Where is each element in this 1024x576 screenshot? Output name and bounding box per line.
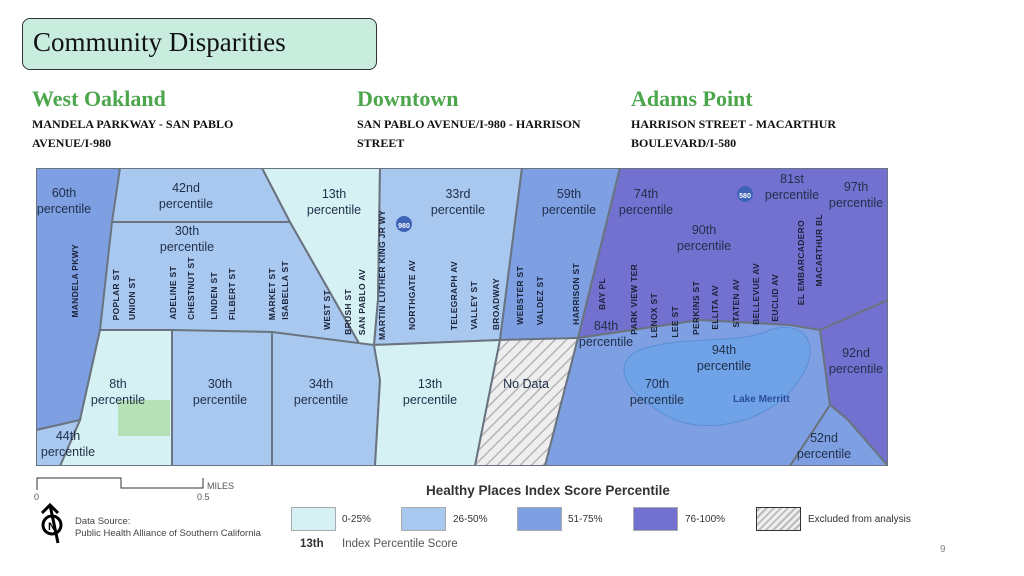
street-label: CHESTNUT ST <box>186 257 196 320</box>
area-adams-point: Adams Point HARRISON STREET - MACARTHUR B… <box>631 86 861 153</box>
legend-swatch-26-50 <box>401 507 446 531</box>
area-heading: West Oakland <box>32 86 166 111</box>
street-label: VALLEY ST <box>469 281 479 330</box>
scale-unit: MILES <box>207 481 235 491</box>
scale-start: 0 <box>34 492 40 502</box>
label-33rd: 33rd percentile <box>430 187 486 217</box>
area-west-oakland: West Oakland MANDELA PARKWAY - SAN PABLO … <box>32 86 262 153</box>
area-desc: SAN PABLO AVENUE/I-980 - HARRISON STREET <box>357 117 581 150</box>
street-label: UNION ST <box>127 276 137 320</box>
lake-label: Lake Merritt <box>733 394 790 405</box>
street-label: STATEN AV <box>731 279 741 328</box>
north-arrow-icon: N <box>40 503 63 544</box>
street-label: WEBSTER ST <box>515 266 525 325</box>
scale-end: 0.5 <box>197 492 210 502</box>
label-94th: 94th percentile <box>696 343 752 373</box>
area-desc: MANDELA PARKWAY - SAN PABLO AVENUE/I-980 <box>32 117 234 150</box>
label-52nd: 52nd percentile <box>796 431 852 461</box>
street-label: EL EMBARCADERO <box>796 219 806 305</box>
label-97th: 97th percentile <box>828 180 884 210</box>
street-label: MACARTHUR BL <box>814 214 824 287</box>
map: 60th percentile 42nd percentile 30th percen… <box>36 168 888 466</box>
map-regions <box>36 168 888 466</box>
label-8th: 8th percentile <box>90 377 146 407</box>
i980-shield-icon: 980 <box>398 223 410 230</box>
street-label: MARTIN LUTHER KING JR WY <box>377 210 387 340</box>
street-label: FILBERT ST <box>227 267 237 320</box>
label-no-data: No Data <box>503 377 549 391</box>
scale-bar <box>36 477 204 490</box>
legend-swatch-76-100 <box>633 507 678 531</box>
label-30th: 30th percentile <box>159 224 215 254</box>
legend-label: 76-100% <box>685 514 726 525</box>
label-30th-bottom: 30th percentile <box>192 377 248 407</box>
street-label: BRUSH ST <box>343 289 353 335</box>
lake-merritt <box>623 326 811 427</box>
region-44th <box>36 418 82 466</box>
i580-shield-icon: 580 <box>739 193 751 200</box>
street-label: EUCLID AV <box>770 274 780 322</box>
legend-swatch-0-25 <box>291 507 336 531</box>
legend-title: Healthy Places Index Score Percentile <box>426 483 670 498</box>
legend-label: 0-25% <box>342 514 371 525</box>
label-44th: 44th percentile <box>40 429 96 459</box>
label-81st: 81st percentile <box>764 172 820 202</box>
street-label: ELLITA AV <box>710 285 720 330</box>
label-13th: 13th percentile <box>306 187 362 217</box>
data-source: Data Source: Public Health Alliance of So… <box>75 516 261 539</box>
area-downtown: Downtown SAN PABLO AVENUE/I-980 - HARRISO… <box>357 86 587 153</box>
label-42nd: 42nd percentile <box>158 181 214 211</box>
street-label: NORTHGATE AV <box>407 259 417 330</box>
street-label: SAN PABLO AV <box>357 268 367 335</box>
street-label: MARKET ST <box>267 267 277 320</box>
label-84th: 84th percentile <box>578 319 634 349</box>
street-label: MANDELA PKWY <box>70 244 80 318</box>
label-92nd: 92nd percentile <box>828 346 884 376</box>
label-90th: 90th percentile <box>676 223 732 253</box>
label-34th: 34th percentile <box>293 377 349 407</box>
legend-example-label: Index Percentile Score <box>342 538 458 550</box>
region-52nd <box>788 403 888 466</box>
street-label: LENOX ST <box>649 293 659 338</box>
region-13th-bottom <box>372 338 502 466</box>
street-label: VALDEZ ST <box>535 275 545 325</box>
area-desc: HARRISON STREET - MACARTHUR BOULEVARD/I-… <box>631 117 837 150</box>
region-30th-bottom <box>171 328 273 466</box>
area-heading: Downtown <box>357 86 459 111</box>
street-label: TELEGRAPH AV <box>449 260 459 330</box>
street-label: BAY PL <box>597 277 607 310</box>
area-heading: Adams Point <box>631 86 753 111</box>
legend-swatch-excluded <box>756 507 801 531</box>
label-74th: 74th percentile <box>618 187 674 217</box>
street-label: BROADWAY <box>491 277 501 330</box>
street-label: PARK VIEW TER <box>629 264 639 335</box>
street-label: BELLEVUE AV <box>751 263 761 325</box>
street-label: HARRISON ST <box>571 263 581 325</box>
street-label: LEE ST <box>670 306 680 338</box>
street-label: POPLAR ST <box>111 268 121 320</box>
label-70th: 70th percentile <box>629 377 685 407</box>
legend-label: Excluded from analysis <box>808 514 911 525</box>
street-label: PERKINS ST <box>691 280 701 335</box>
street-label: ADELINE ST <box>168 266 178 320</box>
page-number: 9 <box>940 544 946 555</box>
street-label: LINDEN ST <box>209 272 219 320</box>
legend-label: 26-50% <box>453 514 488 525</box>
street-label: WEST ST <box>322 290 332 330</box>
label-13th-bottom: 13th percentile <box>402 377 458 407</box>
label-59th: 59th percentile <box>541 187 597 217</box>
slide-title: Community Disparities <box>22 18 377 70</box>
legend-example-value: 13th <box>300 538 324 550</box>
label-60th: 60th percentile <box>36 186 92 216</box>
legend-label: 51-75% <box>568 514 603 525</box>
svg-text:N: N <box>48 521 56 533</box>
legend-swatch-51-75 <box>517 507 562 531</box>
street-label: ISABELLA ST <box>280 261 290 320</box>
